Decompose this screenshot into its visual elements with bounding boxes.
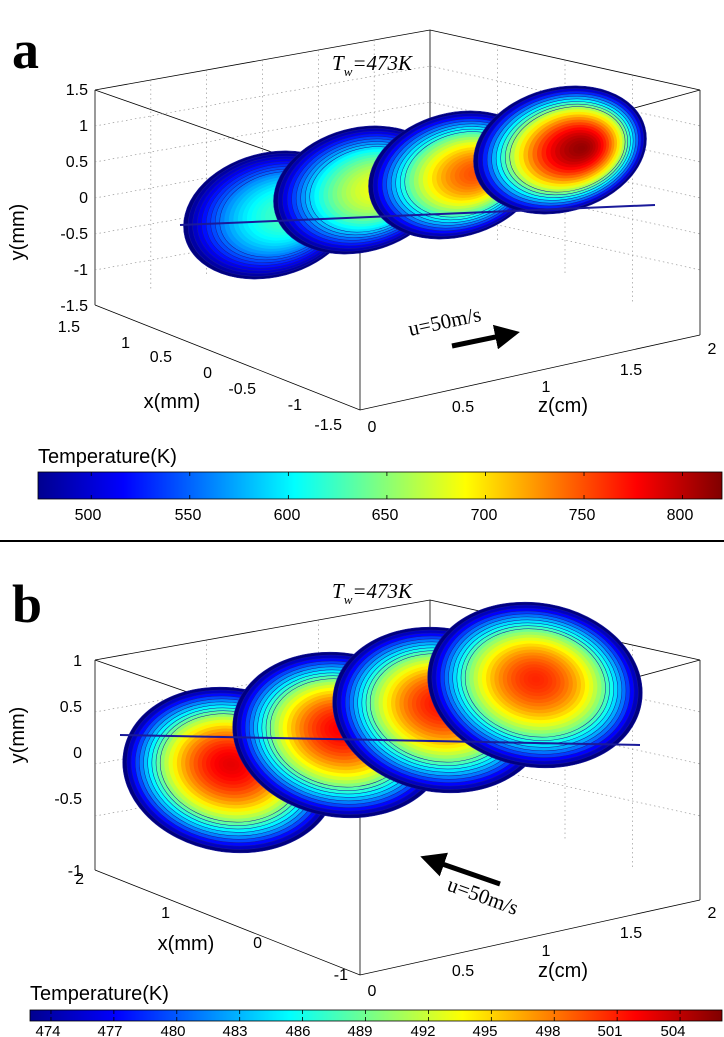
colorbar-ticks-b	[50, 1010, 681, 1021]
flow-arrow-a	[451, 324, 520, 350]
z-tick: 0.5	[452, 963, 474, 980]
y-axis-label-a: y(mm)	[7, 204, 29, 261]
midplane-line	[179, 204, 656, 226]
tw-subscript: w	[344, 64, 353, 79]
y-ticks-b: 1 0.5 0 -0.5 -1	[54, 653, 82, 880]
colorbar-tick-label: 489	[347, 1023, 372, 1037]
wall-temperature-label-a: Tw=473K	[332, 51, 413, 79]
y-tick: -1.5	[60, 298, 88, 315]
contour-ring	[226, 761, 236, 768]
y-tick: 0	[73, 745, 82, 762]
panel-label-a: a	[12, 20, 39, 80]
z-tick: 0	[368, 983, 377, 1000]
flow-arrow-b	[420, 852, 501, 887]
y-tick: 0.5	[60, 699, 82, 716]
colorbar-tick-label: 650	[372, 507, 399, 524]
colorbar-tick-label: 477	[97, 1023, 122, 1037]
y-tick: 1	[79, 118, 88, 135]
y-axis-label-b: y(mm)	[7, 707, 29, 764]
colorbar-tick-label: 550	[175, 507, 202, 524]
colorbar-tick-label: 474	[35, 1023, 60, 1037]
z-tick: 1	[542, 379, 551, 396]
colorbar-tick-label: 495	[472, 1023, 497, 1037]
tw-symbol: T	[332, 579, 345, 603]
z-axis-label-a: z(cm)	[538, 395, 588, 417]
y-tick: 1.5	[66, 82, 88, 99]
x-tick: -0.5	[228, 381, 256, 398]
tw-value: =473K	[352, 579, 413, 603]
contour-slice	[427, 601, 643, 769]
colorbar-tick-label: 486	[285, 1023, 310, 1037]
colorbar-tick-label: 700	[471, 507, 498, 524]
x-axis-label-b: x(mm)	[158, 933, 215, 955]
x-tick: 1	[121, 335, 130, 352]
z-tick: 0	[368, 419, 377, 436]
x-tick: -1	[334, 967, 348, 984]
colorbar-ticks-a	[90, 472, 683, 499]
x-tick: 1.5	[58, 319, 80, 336]
colorbar-b	[29, 1009, 723, 1022]
z-tick: 1	[542, 943, 551, 960]
z-ticks-b: 0 0.5 1 1.5 2	[368, 905, 717, 1000]
z-tick: 1.5	[620, 362, 642, 379]
contour-slices-b	[119, 601, 643, 854]
colorbar-label-b: Temperature(K)	[30, 983, 169, 1005]
tw-symbol: T	[332, 51, 345, 75]
y-tick: -0.5	[54, 791, 82, 808]
y-tick: 0.5	[66, 154, 88, 171]
contour-ring	[577, 145, 585, 151]
x-ticks-b: 2 1 0 -1	[75, 871, 348, 984]
tw-subscript: w	[344, 592, 353, 607]
colorbar-tick-label: 800	[667, 507, 694, 524]
y-tick: 0	[79, 190, 88, 207]
x-tick: 0	[203, 365, 212, 382]
z-axis-label-b: z(cm)	[538, 960, 588, 982]
y-tick: 1	[73, 653, 82, 670]
midplane-line	[119, 734, 641, 746]
colorbar-tick-label: 600	[274, 507, 301, 524]
colorbar-tick-label: 750	[569, 507, 596, 524]
panel-label-b: b	[12, 574, 42, 634]
x-ticks-a: 1.5 1 0.5 0 -0.5 -1 -1.5	[58, 319, 342, 434]
colorbar-tick-label: 480	[160, 1023, 185, 1037]
z-tick: 2	[708, 905, 717, 922]
flow-velocity-label-a: u=50m/s	[406, 302, 483, 341]
colorbar-tick-labels-b: 474 477 480 483 486 489 492 495 498 501 …	[35, 1023, 685, 1037]
colorbar-tick-label: 501	[597, 1023, 622, 1037]
z-tick: 0.5	[452, 399, 474, 416]
x-tick: -1.5	[314, 417, 342, 434]
z-tick: 1.5	[620, 925, 642, 942]
colorbar-tick-label: 492	[410, 1023, 435, 1037]
y-ticks-a: 1.5 1 0.5 0 -0.5 -1 -1.5	[60, 82, 88, 315]
panel-a: a 1.5 1 0.5 0 -0.5 -1 -1.5 y(mm) 1.5 1	[7, 20, 723, 524]
wall-temperature-label-b: Tw=473K	[332, 579, 413, 607]
x-tick: 0	[253, 935, 262, 952]
y-tick: -1	[74, 262, 88, 279]
colorbar-a	[37, 471, 723, 500]
x-tick: 1	[161, 905, 170, 922]
x-tick: 0.5	[150, 349, 172, 366]
colorbar-tick-label: 483	[222, 1023, 247, 1037]
colorbar-tick-label: 500	[75, 507, 102, 524]
y-tick: -0.5	[60, 226, 88, 243]
colorbar-tick-label: 498	[535, 1023, 560, 1037]
z-ticks-a: 0 0.5 1 1.5 2	[368, 341, 717, 436]
panel-b: b 1 0.5 0 -0.5 -1 y(mm) 2 1 0 -1 x(	[7, 574, 723, 1037]
colorbar-tick-labels-a: 500 550 600 650 700 750 800	[75, 507, 694, 524]
x-axis-label-a: x(mm)	[144, 391, 201, 413]
contour-slice	[473, 85, 647, 215]
contour-slices-a	[179, 85, 656, 280]
colorbar-label-a: Temperature(K)	[38, 446, 177, 468]
x-tick: -1	[288, 397, 302, 414]
tw-value: =473K	[352, 51, 413, 75]
contour-ring	[531, 676, 541, 683]
x-tick: 2	[75, 871, 84, 888]
y-tick: -1	[68, 863, 82, 880]
colorbar-tick-label: 504	[660, 1023, 685, 1037]
z-tick: 2	[708, 341, 717, 358]
